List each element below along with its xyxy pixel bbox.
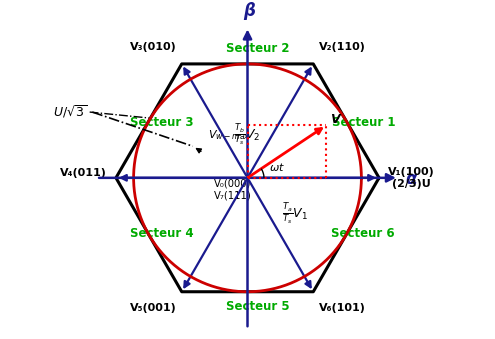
Text: $\frac{T_b}{T_s}V_2$: $\frac{T_b}{T_s}V_2$	[235, 122, 261, 147]
Text: Secteur 1: Secteur 1	[332, 116, 395, 129]
Text: $V_{w-max}$: $V_{w-max}$	[208, 128, 250, 142]
Text: $\frac{T_a}{T_s}V_1$: $\frac{T_a}{T_s}V_1$	[282, 201, 308, 226]
Text: $\omega t$: $\omega t$	[269, 161, 285, 173]
Text: Secteur 4: Secteur 4	[130, 226, 194, 240]
Text: V₂(110): V₂(110)	[318, 42, 365, 52]
Text: V: V	[330, 113, 340, 125]
Text: α: α	[405, 170, 417, 188]
Text: Secteur 2: Secteur 2	[226, 42, 290, 55]
Text: V₁(100)
(2/3)U: V₁(100) (2/3)U	[388, 167, 435, 188]
Text: V₃(010): V₃(010)	[130, 42, 177, 52]
Text: $U/\sqrt{3}$: $U/\sqrt{3}$	[52, 104, 87, 120]
Text: Secteur 6: Secteur 6	[332, 226, 395, 240]
Text: V₀(000)
V₇(111): V₀(000) V₇(111)	[214, 179, 252, 200]
Text: β: β	[243, 2, 255, 20]
Text: V₅(001): V₅(001)	[130, 303, 177, 314]
Text: V₆(101): V₆(101)	[318, 303, 365, 314]
Text: Secteur 5: Secteur 5	[226, 300, 290, 313]
Text: V₄(011): V₄(011)	[60, 167, 107, 178]
Text: Secteur 3: Secteur 3	[130, 116, 194, 129]
